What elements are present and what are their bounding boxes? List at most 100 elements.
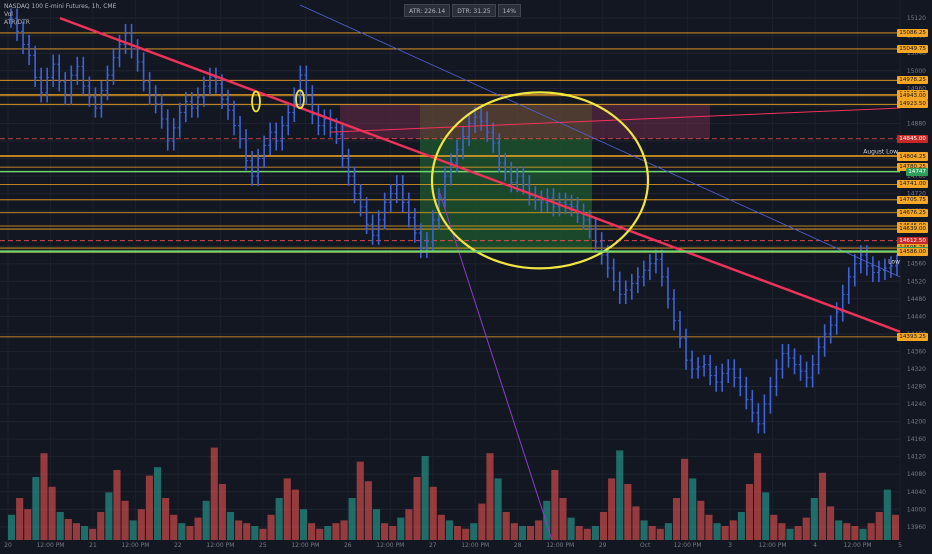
volume-bar	[202, 500, 210, 540]
volume-bar	[543, 500, 551, 540]
volume-bar	[145, 475, 153, 540]
small-marker-circle	[251, 90, 261, 113]
x-tick-label: 12:00 PM	[291, 542, 319, 549]
volume-bar	[16, 498, 24, 540]
descending-trendline	[59, 17, 901, 333]
price-level-label: 14943.00	[897, 91, 928, 100]
blue-trendline	[299, 4, 901, 278]
zone-layer	[340, 104, 710, 253]
x-tick-label: 12:00 PM	[36, 542, 64, 549]
volume-bar	[875, 512, 883, 540]
volume-bar	[137, 509, 145, 540]
x-tick-label: 27	[429, 542, 437, 549]
target-zone	[420, 104, 592, 139]
volume-bar	[656, 528, 664, 540]
volume-bar	[113, 470, 121, 540]
y-tick-label: 13960	[907, 524, 926, 531]
symbol-title: NASDAQ 100 E-mini Futures, 1h, CME	[4, 3, 117, 10]
volume-bar	[121, 500, 129, 540]
price-level-label: 14747	[906, 167, 928, 176]
volume-bar	[162, 498, 170, 540]
volume-bar	[681, 458, 689, 540]
volume-bar	[827, 506, 835, 540]
x-tick-label: 12:00 PM	[121, 542, 149, 549]
y-tick-label: 14880	[907, 120, 926, 127]
volume-bar	[283, 478, 291, 540]
y-tick-label: 14240	[907, 401, 926, 408]
volume-bar	[835, 520, 843, 540]
volume-bar	[437, 514, 445, 540]
price-level-label: 14780.25	[897, 163, 928, 172]
volume-bar	[762, 492, 770, 540]
volume-bar	[153, 467, 162, 540]
volume-bar	[259, 528, 267, 540]
y-tick-label: 14560	[907, 261, 926, 268]
price-level-label: 14845.00	[897, 134, 928, 143]
price-level-label: 14612.50	[897, 236, 928, 245]
volume-bar	[599, 512, 608, 540]
volume-bar	[737, 512, 745, 540]
volume-bar	[745, 484, 754, 540]
volume-bar	[299, 509, 308, 540]
x-tick-label: 12:00 PM	[376, 542, 404, 549]
price-level-label: 14393.25	[897, 332, 928, 341]
volume-bar	[89, 528, 97, 540]
volume-bar	[883, 489, 891, 540]
y-tick-label: 14080	[907, 471, 926, 478]
volume-bar	[129, 520, 137, 540]
volume-bar	[235, 520, 243, 540]
volume-bar	[705, 514, 713, 540]
volume-bar	[64, 519, 72, 540]
volume-bar	[105, 492, 113, 540]
volume-bar	[672, 498, 681, 540]
volume-bar	[48, 486, 56, 540]
x-tick-label: 5	[898, 542, 902, 549]
x-tick-label: 28	[514, 542, 522, 549]
volume-bar	[591, 526, 599, 540]
vol-indicator-label: Vol	[4, 11, 13, 18]
volume-bar	[794, 526, 802, 540]
x-tick-label: 21	[89, 542, 97, 549]
price-level-label: 14639.00	[897, 225, 928, 234]
volume-bar	[770, 514, 778, 540]
volume-bar	[324, 526, 332, 540]
volume-bar	[470, 523, 478, 540]
price-level-label: 14923.50	[897, 100, 928, 109]
volume-bar	[429, 486, 437, 540]
atr-dtr-panel: ATR: 226.14 DTR: 31.25 14%	[404, 4, 521, 17]
y-tick-label: 15040	[907, 50, 926, 57]
price-level-label: 14741.00	[897, 180, 928, 189]
price-level-label: 14676.25	[897, 208, 928, 217]
volume-bar	[867, 523, 875, 540]
volume-bar	[8, 514, 16, 540]
atr-pct-value: 14%	[497, 4, 521, 17]
volume-bar	[648, 526, 656, 540]
small-marker-circle	[295, 89, 305, 110]
price-level-label: 15049.75	[897, 44, 928, 53]
atr-indicator-label: ATR/DTR	[4, 19, 30, 26]
volume-bar	[778, 523, 786, 540]
volume-bar	[689, 478, 697, 540]
volume-bar	[340, 520, 348, 540]
volume-bar	[721, 526, 729, 540]
x-tick-label: 12:00 PM	[844, 542, 872, 549]
volume-bar	[445, 520, 453, 540]
volume-bar	[583, 528, 591, 540]
volume-bar	[413, 477, 421, 540]
volume-bar	[405, 509, 413, 540]
ascending-trendline	[329, 107, 901, 133]
volume-bar	[664, 523, 672, 540]
volume-bar	[810, 498, 818, 540]
volume-bar	[178, 523, 186, 540]
volume-bar	[332, 523, 340, 540]
annotation-low: Low	[888, 259, 900, 266]
volume-bar	[818, 472, 827, 540]
volume-bar	[56, 512, 64, 540]
volume-bar	[859, 528, 867, 540]
volume-bar	[559, 498, 567, 540]
volume-bar	[308, 523, 316, 540]
volume-bar	[316, 528, 324, 540]
volume-bar	[291, 489, 299, 540]
